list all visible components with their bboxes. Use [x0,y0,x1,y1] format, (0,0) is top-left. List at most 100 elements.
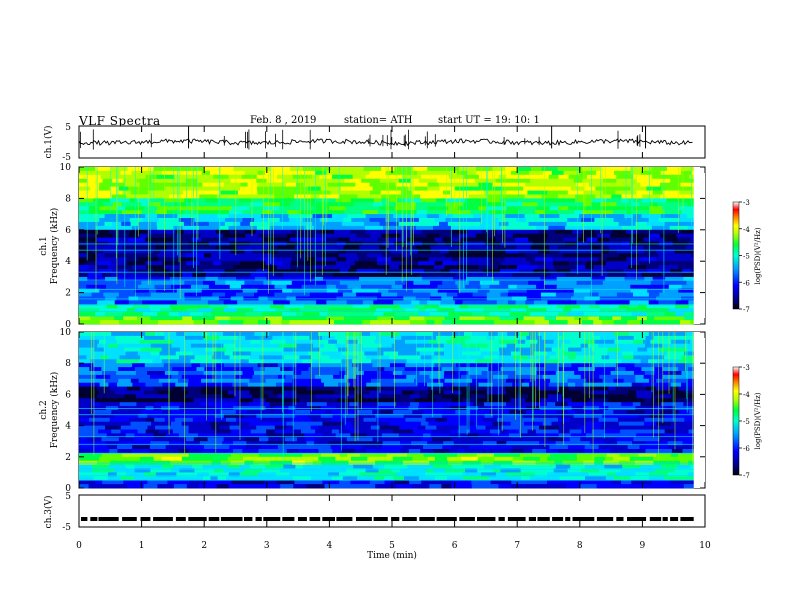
spectrogram-cell [234,257,244,262]
spectrogram-cell [209,304,228,309]
spectrogram-cell [155,210,168,215]
spectrogram-cell [536,367,545,372]
spectrogram-cell [106,316,115,321]
spectrogram-cell [631,312,647,317]
ch3-signal-segment [90,517,98,521]
spectrogram-cell [500,367,521,372]
spectrogram-cell [221,445,230,450]
spectrogram-cell [522,386,531,391]
spectrogram-cell [423,445,443,450]
spectrogram-cell [530,261,546,266]
spectrogram-cell [242,167,260,172]
spectrogram-cell [462,265,479,270]
spectrogram-cell [375,413,393,419]
spectrogram-cell [675,245,687,250]
spectrogram-cell [99,218,115,223]
spectrogram-cell [599,167,615,172]
spectrogram-cell [688,363,695,368]
spectrogram-cell [203,335,220,341]
spectrogram-cell [427,221,440,227]
spectrogram-cell [486,225,501,231]
spectrogram-cell [415,182,428,187]
spectrogram-cell [452,367,461,372]
spectrogram-cell [289,367,309,372]
spectrogram-cell [228,225,237,231]
spectrogram-cell [581,347,592,352]
spectrogram-cell [153,167,172,172]
spectrogram-cell [593,265,610,270]
spectrogram-cell [315,257,325,262]
spectrogram-cell [407,355,422,360]
spectrogram-cell [167,210,184,215]
spectrogram-cell [409,480,422,485]
spectrogram-cell [200,449,210,454]
spectrogram-cell [421,237,435,242]
spectrogram-cell [98,280,111,286]
spectrogram-cell [606,452,620,458]
spectrogram-cell [297,332,319,337]
spectrogram-cell [222,233,237,238]
spectrogram-cell [128,339,141,345]
spectrogram-cell [217,276,237,282]
spectrogram-cell [174,398,194,403]
spectrogram-cell [568,347,582,352]
spectrogram-cell [621,316,629,321]
spectrogram-cell [459,316,477,321]
spectrogram-cell [357,410,373,415]
spectrogram-cell [345,332,362,337]
spectrogram-cell [264,194,275,199]
spectrogram-cell [416,347,437,352]
spectrogram-cell [95,413,115,419]
spectrogram-cell [644,410,661,415]
spectrogram-cell [284,378,293,384]
spectrogram-cell [258,261,266,266]
spectrogram-cell [176,472,198,477]
spectrogram-cell [111,429,121,434]
spectrogram-cell [120,170,132,176]
spectrogram-cell [336,257,347,262]
spectrogram-cell [558,433,571,438]
spectrogram-cell [303,218,321,223]
spectrogram-cell [455,347,464,352]
spectrogram-cell [319,221,334,227]
spectrogram-cell [89,367,102,372]
spectrogram-cell [492,182,509,187]
spectrogram-cell [321,167,332,172]
spectrogram-cell [357,253,368,258]
spectrogram-cell [283,273,299,278]
spectrogram-cell [194,476,204,481]
spectrogram-cell [365,174,376,180]
ch3-signal-segment [244,517,253,521]
spectrogram-cell [225,280,245,286]
spectrogram-cell [114,300,130,305]
spectrogram-cell [302,452,322,458]
spectrogram-cell [339,194,358,199]
spectrogram-cell [105,378,119,384]
spectrogram-cell [618,304,630,309]
spectrogram-cell [325,249,338,254]
spectrogram-cell [400,233,410,238]
time-tick-label: 2 [201,541,207,551]
spectrogram-cell [276,265,291,270]
spectrogram-cell [678,265,695,270]
spectrogram-cell [226,202,242,207]
spectrogram-cell [357,402,379,407]
spectrogram-cell [145,261,164,266]
spectrogram-cell [552,202,574,207]
spectrogram-cell [188,429,207,434]
spectrogram-cell [566,221,578,227]
spectrogram-cell [277,339,286,345]
spectrogram-cell [664,312,676,317]
spectrogram-cell [120,425,140,430]
spectrogram-cell [149,288,157,293]
spectrogram-cell [235,269,257,274]
spectrogram-cell [150,351,160,356]
spectrogram-cell [99,456,116,462]
spectrogram-cell [310,363,326,368]
spectrogram-cell [507,374,529,380]
time-tick-label: 7 [514,541,520,551]
spectrogram-cell [437,288,460,293]
spectrogram-cell [556,269,571,274]
spectrogram-cell [249,390,265,395]
spectrogram-cell [326,316,345,321]
